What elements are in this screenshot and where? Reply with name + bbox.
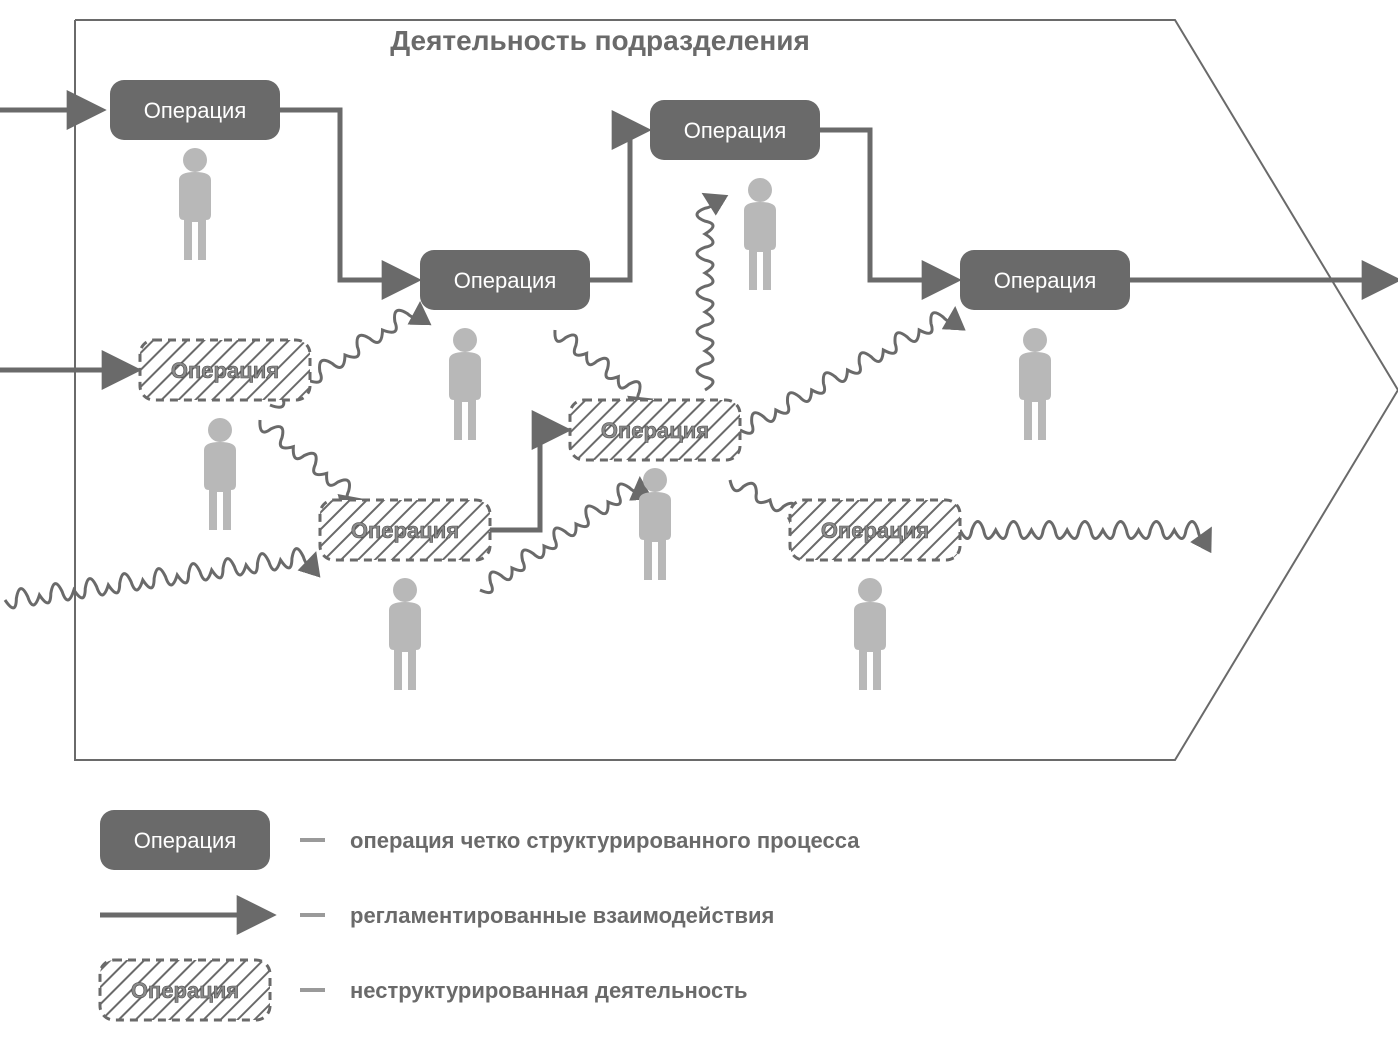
regulated-interaction-arrow xyxy=(280,110,415,280)
operation-label: Операция xyxy=(144,98,247,123)
operation-box-solid: Операция xyxy=(110,80,280,140)
person-icon xyxy=(389,578,421,690)
person-icon xyxy=(744,178,776,290)
operation-label: Операция xyxy=(351,518,459,543)
operation-box-hatched: Операция xyxy=(140,340,310,400)
operation-label: Операция xyxy=(601,418,709,443)
operation-box-hatched: Операция xyxy=(100,960,270,1020)
person-icon xyxy=(204,418,236,530)
operation-box-solid: Операция xyxy=(650,100,820,160)
informal-interaction-coil xyxy=(960,522,1210,539)
legend-row: Операция неструктурированная деятельность xyxy=(100,960,748,1020)
person-icon xyxy=(179,148,211,260)
operation-label: Операция xyxy=(454,268,557,293)
regulated-interaction-arrow xyxy=(820,130,955,280)
diagram-title: Деятельность подразделения xyxy=(390,25,810,56)
operation-label: Операция xyxy=(684,118,787,143)
informal-interaction-coil xyxy=(697,195,713,390)
operation-label: Операция xyxy=(821,518,929,543)
operation-box-solid: Операция xyxy=(420,250,590,310)
operation-box-hatched: Операция xyxy=(320,500,490,560)
operation-box-hatched: Операция xyxy=(790,500,960,560)
legend-label: операция четко структурированного процес… xyxy=(350,828,860,853)
person-icon xyxy=(639,468,671,580)
informal-interaction-coil xyxy=(5,549,315,608)
informal-interaction-coil xyxy=(260,420,360,501)
operation-label: Операция xyxy=(134,828,237,853)
legend-row: регламентированные взаимодействия xyxy=(100,903,774,928)
operation-label: Операция xyxy=(994,268,1097,293)
regulated-interaction-arrow xyxy=(590,130,645,280)
operation-box-hatched: Операция xyxy=(570,400,740,460)
legend-row: Операция операция четко структурированног… xyxy=(100,810,860,870)
informal-interaction-coil xyxy=(740,310,955,433)
regulated-interaction-arrow xyxy=(490,430,565,530)
operation-label: Операция xyxy=(131,978,239,1003)
person-icon xyxy=(854,578,886,690)
operation-label: Операция xyxy=(171,358,279,383)
informal-interaction-coil xyxy=(480,480,640,593)
person-icon xyxy=(449,328,481,440)
informal-interaction-coil xyxy=(555,330,650,402)
operation-box-solid: Операция xyxy=(960,250,1130,310)
person-icon xyxy=(1019,328,1051,440)
operation-box-solid: Операция xyxy=(100,810,270,870)
legend-label: регламентированные взаимодействия xyxy=(350,903,774,928)
legend-label: неструктурированная деятельность xyxy=(350,978,748,1003)
